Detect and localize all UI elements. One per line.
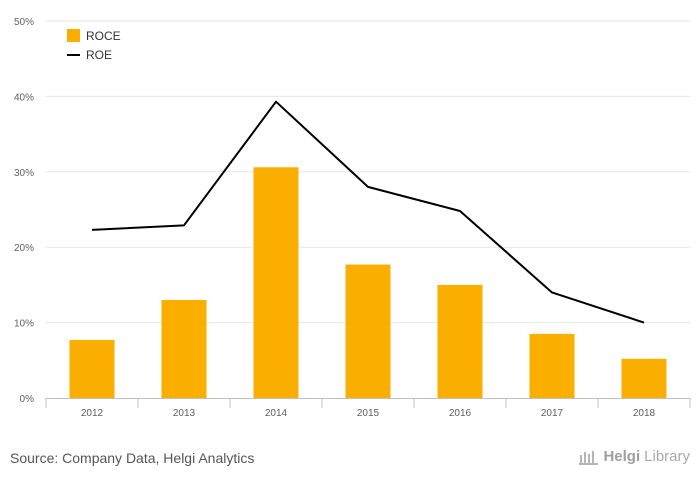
roce-bar — [161, 299, 207, 398]
source-note: Source: Company Data, Helgi Analytics — [10, 450, 255, 466]
roce-bar — [253, 167, 299, 398]
legend: ROCE ROE — [67, 29, 121, 62]
roce-bar — [69, 339, 115, 398]
logo-text-library: Library — [644, 448, 690, 465]
legend-swatch-roce — [67, 29, 80, 42]
library-icon — [579, 450, 599, 465]
roce-bar — [437, 284, 483, 398]
y-tick-label: 40% — [14, 92, 34, 103]
roce-bars — [69, 167, 667, 398]
x-axis: 2012 2013 2014 2015 2016 2017 2018 — [45, 398, 691, 419]
logo-text-helgi: Helgi — [603, 448, 641, 465]
roe-line-series — [91, 100, 645, 324]
roce-bar — [345, 264, 391, 398]
roce-bar — [621, 358, 667, 398]
gridlines — [46, 20, 690, 324]
y-tick-label: 50% — [14, 17, 34, 28]
legend-label-roce: ROCE — [86, 29, 121, 43]
x-tick-label: 2014 — [265, 408, 288, 419]
y-tick-label: 30% — [14, 168, 34, 179]
y-tick-label: 0% — [20, 394, 35, 405]
chart: 0%10%20%30%40%50% 2012 2013 2014 2015 2016 20… — [14, 17, 691, 419]
roce-bar — [529, 333, 575, 398]
x-tick-label: 2012 — [81, 408, 104, 419]
x-tick-label: 2016 — [449, 408, 472, 419]
y-axis-tick-labels: 0% 10% 20% 30% 40% 50% — [14, 17, 34, 405]
y-tick-label: 20% — [14, 243, 34, 254]
helgi-library-logo: Helgi Library — [579, 448, 690, 465]
x-tick-label: 2015 — [357, 408, 380, 419]
legend-label-roe: ROE — [86, 48, 112, 62]
footer: Source: Company Data, Helgi Analytics He… — [0, 440, 700, 483]
x-tick-label: 2017 — [541, 408, 564, 419]
x-tick-label: 2013 — [173, 408, 196, 419]
roe-line — [91, 100, 645, 324]
y-tick-label: 10% — [14, 319, 34, 330]
x-tick-label: 2018 — [633, 408, 656, 419]
